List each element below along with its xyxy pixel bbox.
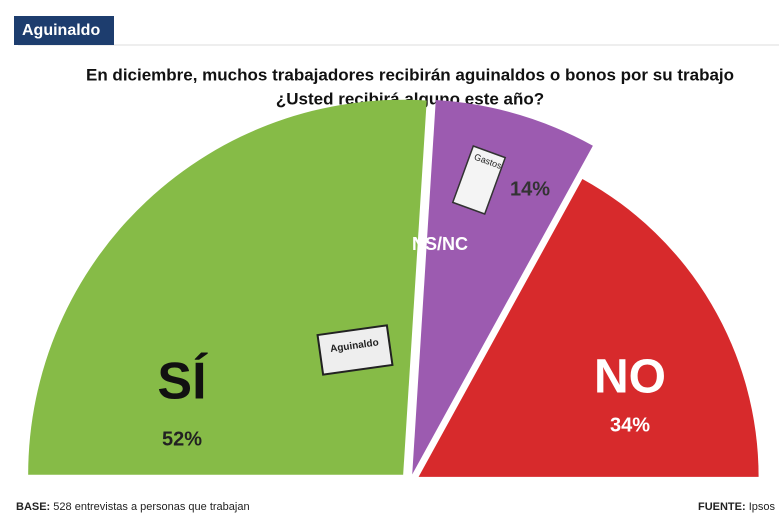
pie xyxy=(28,99,759,477)
base-label: BASE: xyxy=(16,501,50,513)
slice-name: NS/NC xyxy=(412,234,468,254)
slice-percent: 14% xyxy=(510,178,550,200)
slice-percent: 34% xyxy=(610,414,650,436)
base-text: 528 entrevistas a personas que trabajan xyxy=(53,501,249,513)
slice-name: NO xyxy=(594,351,666,404)
pie-slice xyxy=(28,99,427,475)
footer-base: BASE: 528 entrevistas a personas que tra… xyxy=(16,501,250,513)
header-tag-box xyxy=(14,16,114,45)
pie-slice xyxy=(418,178,759,477)
source-text: Ipsos xyxy=(749,501,776,513)
source-label: FUENTE: xyxy=(698,501,746,513)
slice-percent: 52% xyxy=(162,428,202,450)
chart-subtitle: ¿Usted recibirá alguno este año? xyxy=(276,89,544,108)
footer-source: FUENTE: Ipsos xyxy=(698,501,776,513)
illustration-paper xyxy=(451,145,507,215)
slice-name: SÍ xyxy=(157,353,208,411)
header-tag: Aguinaldo xyxy=(22,22,100,39)
illustration-bag xyxy=(316,324,394,376)
chart-title: En diciembre, muchos trabajadores recibi… xyxy=(86,65,734,84)
